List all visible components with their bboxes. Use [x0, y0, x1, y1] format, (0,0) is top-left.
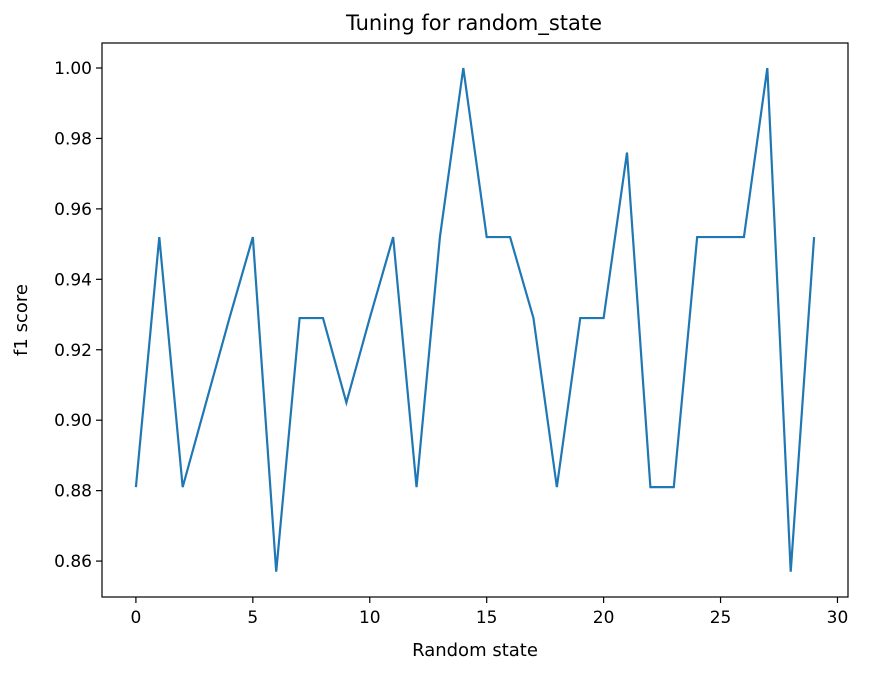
x-tick-label: 0: [130, 608, 141, 628]
x-axis-label: Random state: [412, 640, 538, 661]
y-tick-label: 0.98: [54, 129, 92, 149]
y-axis-label: f1 score: [11, 284, 32, 356]
plot-area: [134, 67, 816, 572]
y-tick-label: 0.86: [54, 552, 92, 572]
y-tick-label: 0.94: [54, 270, 92, 290]
x-tick-label: 15: [476, 608, 498, 628]
x-axis: 0 5 10 15 20 25 30: [130, 597, 848, 628]
x-tick-label: 5: [247, 608, 258, 628]
series-line: [134, 67, 816, 572]
y-tick-label: 0.92: [54, 341, 92, 361]
y-tick-label: 0.88: [54, 482, 92, 502]
x-tick-label: 30: [827, 608, 849, 628]
y-tick-label: 1.00: [54, 59, 92, 79]
y-tick-label: 0.96: [54, 200, 92, 220]
x-tick-label: 25: [710, 608, 732, 628]
x-tick-label: 10: [359, 608, 381, 628]
y-tick-label: 0.90: [54, 411, 92, 431]
chart-title: Tuning for random_state: [345, 11, 602, 36]
x-tick-label: 20: [593, 608, 615, 628]
axes-frame: [101, 42, 849, 598]
y-axis: 0.86 0.88 0.90 0.92 0.94 0.96 0.98 1.00: [54, 59, 102, 572]
